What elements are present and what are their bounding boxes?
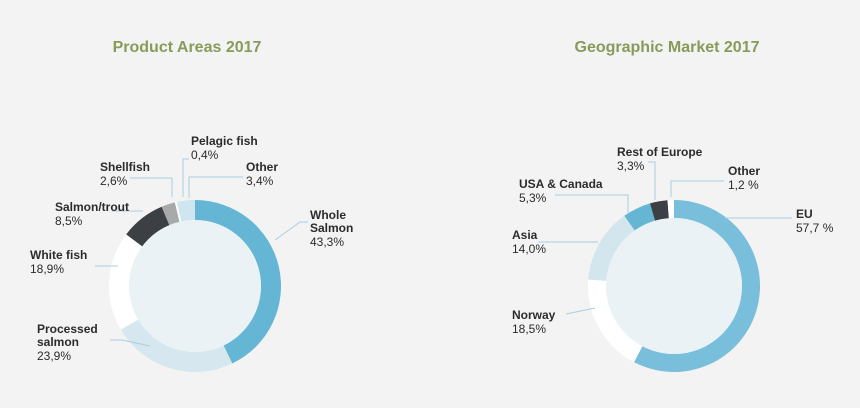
leader-line bbox=[188, 176, 243, 198]
leader-line bbox=[670, 180, 724, 197]
leader-line bbox=[555, 194, 629, 213]
slice-value: 18,9% bbox=[30, 262, 64, 276]
product-areas-chart: Product Areas 2017 Whole Salmon 43,3% Proce… bbox=[30, 39, 353, 372]
slice-label-asia: Asia 14,0% bbox=[512, 228, 546, 256]
slice-value: 5,3% bbox=[519, 191, 547, 205]
slice-name: Rest of Europe bbox=[617, 145, 703, 159]
slice-name: Processed bbox=[37, 322, 98, 336]
leader-line bbox=[182, 158, 189, 197]
slice-name: salmon bbox=[37, 335, 79, 349]
slice-whole-salmon bbox=[195, 200, 281, 364]
slice-norway bbox=[588, 279, 643, 363]
slice-label-other: Other 1,2 % bbox=[728, 164, 760, 192]
slice-label-norway: Norway 18,5% bbox=[512, 308, 556, 336]
slice-label-eu: EU 57,7 % bbox=[796, 207, 834, 235]
leader-line bbox=[648, 161, 656, 200]
slice-name: Asia bbox=[512, 228, 538, 242]
slice-label-white-fish: White fish 18,9% bbox=[30, 248, 87, 276]
chart-title: Product Areas 2017 bbox=[113, 39, 262, 56]
slice-name: Pelagic fish bbox=[191, 134, 258, 148]
slice-value: 43,3% bbox=[310, 235, 344, 249]
slice-name: Shellfish bbox=[100, 160, 150, 174]
slice-salmon-trout bbox=[126, 206, 170, 247]
slice-shellfish bbox=[161, 202, 180, 226]
leader-line bbox=[274, 221, 308, 241]
leader-line bbox=[565, 307, 596, 315]
slice-name: Salmon/trout bbox=[55, 200, 129, 214]
slice-other bbox=[176, 200, 195, 222]
slice-label-shellfish: Shellfish 2,6% bbox=[100, 160, 150, 188]
slice-value: 57,7 % bbox=[796, 221, 834, 235]
slice-label-whole-salmon: Whole Salmon 43,3% bbox=[310, 208, 353, 249]
slice-label-processed-salmon: Processed salmon 23,9% bbox=[37, 322, 98, 363]
slice-name: EU bbox=[796, 207, 813, 221]
slice-value: 0,4% bbox=[191, 148, 219, 162]
chart-title: Geographic Market 2017 bbox=[575, 39, 760, 56]
slice-white-fish bbox=[109, 234, 143, 330]
slice-name: Salmon bbox=[310, 221, 353, 235]
slice-name: Whole bbox=[310, 208, 346, 222]
slice-rest-of-europe bbox=[650, 200, 669, 221]
slice-value: 2,6% bbox=[100, 174, 128, 188]
slice-value: 3,3% bbox=[617, 159, 645, 173]
slice-value: 8,5% bbox=[55, 214, 83, 228]
slice-eu bbox=[633, 200, 760, 372]
slice-label-usa-canada: USA & Canada 5,3% bbox=[519, 177, 603, 205]
slice-label-rest-of-europe: Rest of Europe 3,3% bbox=[617, 145, 703, 173]
donut-center bbox=[129, 220, 261, 352]
slice-label-pelagic-fish: Pelagic fish 0,4% bbox=[191, 134, 258, 162]
slice-name: Other bbox=[246, 160, 278, 174]
leader-line bbox=[110, 339, 151, 347]
slice-value: 23,9% bbox=[37, 349, 71, 363]
slice-name: Other bbox=[728, 164, 760, 178]
slice-name: White fish bbox=[30, 248, 87, 262]
slice-usa-canada bbox=[624, 203, 656, 231]
slice-value: 14,0% bbox=[512, 242, 546, 256]
donut-center bbox=[606, 218, 742, 354]
slice-other bbox=[667, 200, 674, 219]
slice-processed-salmon bbox=[120, 319, 233, 372]
slice-label-salmon-trout: Salmon/trout 8,5% bbox=[55, 200, 129, 228]
leader-line bbox=[130, 177, 173, 197]
slice-pelagic-fish bbox=[174, 201, 182, 222]
slice-value: 18,5% bbox=[512, 322, 546, 336]
slice-label-other: Other 3,4% bbox=[246, 160, 278, 188]
slice-name: Norway bbox=[512, 308, 556, 322]
slice-value: 3,4% bbox=[246, 174, 274, 188]
slice-name: USA & Canada bbox=[519, 177, 603, 191]
geographic-market-chart: Geographic Market 2017 EU 57,7 % Norway 18,… bbox=[512, 39, 834, 372]
slice-value: 1,2 % bbox=[728, 178, 759, 192]
slice-asia bbox=[588, 215, 635, 281]
